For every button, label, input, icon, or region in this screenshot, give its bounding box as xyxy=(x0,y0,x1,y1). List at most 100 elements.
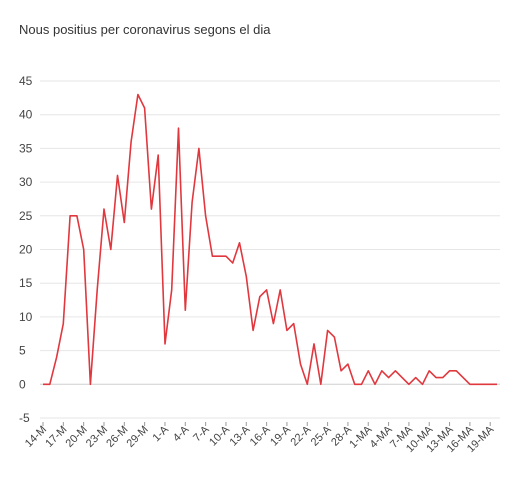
data-point[interactable] xyxy=(359,381,365,387)
data-point[interactable] xyxy=(230,260,236,266)
chart-title: Nous positius per coronavirus segons el … xyxy=(19,22,271,37)
data-point[interactable] xyxy=(487,381,493,387)
data-point[interactable] xyxy=(209,253,215,259)
data-point[interactable] xyxy=(480,381,486,387)
x-tick-label: 22-A xyxy=(288,423,313,448)
data-point[interactable] xyxy=(291,321,297,327)
data-point[interactable] xyxy=(284,327,290,333)
data-point[interactable] xyxy=(87,381,93,387)
data-point[interactable] xyxy=(352,381,358,387)
data-point[interactable] xyxy=(447,368,453,374)
data-point[interactable] xyxy=(155,152,161,158)
x-tick-label: 23-M xyxy=(84,424,110,450)
data-point[interactable] xyxy=(101,206,107,212)
y-tick-label: 40 xyxy=(19,108,33,122)
y-tick-label: 25 xyxy=(19,209,33,223)
data-point[interactable] xyxy=(121,220,127,226)
data-point[interactable] xyxy=(420,381,426,387)
data-point[interactable] xyxy=(386,375,392,381)
data-point[interactable] xyxy=(115,172,121,178)
y-tick-label: 5 xyxy=(19,344,26,358)
data-point[interactable] xyxy=(128,139,134,145)
data-point[interactable] xyxy=(94,287,100,293)
data-point[interactable] xyxy=(433,375,439,381)
data-point[interactable] xyxy=(203,213,209,219)
data-point[interactable] xyxy=(148,206,154,212)
data-point[interactable] xyxy=(392,368,398,374)
data-point[interactable] xyxy=(176,125,182,131)
data-point[interactable] xyxy=(440,375,446,381)
series-line xyxy=(43,93,497,386)
data-point[interactable] xyxy=(399,375,405,381)
x-tick-label: 10-A xyxy=(207,423,232,448)
x-tick-label: 25-A xyxy=(309,423,334,448)
data-point[interactable] xyxy=(257,294,263,300)
data-point[interactable] xyxy=(413,375,419,381)
x-tick-label: 1-A xyxy=(150,423,171,444)
x-axis-ticks: 14-M17-M20-M23-M26-M29-M 1-A 4-A 7-A10-A13-… xyxy=(23,422,497,455)
y-tick-label: 10 xyxy=(19,310,33,324)
data-point[interactable] xyxy=(142,105,148,111)
data-point[interactable] xyxy=(237,240,243,246)
data-point[interactable] xyxy=(474,381,480,387)
data-point[interactable] xyxy=(81,247,87,253)
x-tick-label: 4-A xyxy=(171,423,192,444)
x-tick-label: 16-A xyxy=(248,423,273,448)
y-tick-label: 35 xyxy=(19,141,33,155)
y-tick-label: 0 xyxy=(19,377,26,391)
data-point[interactable] xyxy=(74,213,80,219)
data-point[interactable] xyxy=(277,287,283,293)
data-point[interactable] xyxy=(135,92,141,98)
data-point[interactable] xyxy=(67,213,73,219)
data-point[interactable] xyxy=(331,334,337,340)
data-point[interactable] xyxy=(298,361,304,367)
grid-lines xyxy=(40,80,500,419)
data-point[interactable] xyxy=(182,307,188,313)
data-point[interactable] xyxy=(372,381,378,387)
data-point[interactable] xyxy=(406,381,412,387)
data-point[interactable] xyxy=(379,368,385,374)
data-point[interactable] xyxy=(325,327,331,333)
data-point[interactable] xyxy=(345,361,351,367)
data-point[interactable] xyxy=(453,368,459,374)
data-point[interactable] xyxy=(40,381,46,387)
x-tick-label: 20-M xyxy=(64,424,90,450)
data-point[interactable] xyxy=(223,253,229,259)
y-tick-label: 20 xyxy=(19,243,33,257)
y-axis-ticks: -5 0 5 10 15 20 25 30 35 40 45 xyxy=(19,74,33,425)
data-point[interactable] xyxy=(264,287,270,293)
data-point[interactable] xyxy=(311,341,317,347)
data-point[interactable] xyxy=(250,327,256,333)
data-point[interactable] xyxy=(467,381,473,387)
x-tick-label: 17-M xyxy=(43,424,69,450)
x-tick-label: 29-M xyxy=(125,424,151,450)
x-tick-label: 13-A xyxy=(227,423,252,448)
data-point[interactable] xyxy=(108,247,114,253)
y-tick-label: 45 xyxy=(19,74,33,88)
data-point[interactable] xyxy=(243,274,249,280)
data-point[interactable] xyxy=(54,354,60,360)
series-layer xyxy=(40,92,500,387)
x-tick-label: 19-A xyxy=(268,423,293,448)
data-point[interactable] xyxy=(318,381,324,387)
data-point[interactable] xyxy=(47,381,53,387)
data-point[interactable] xyxy=(216,253,222,259)
y-tick-label: 15 xyxy=(19,276,33,290)
data-point[interactable] xyxy=(426,368,432,374)
y-tick-label: -5 xyxy=(19,411,30,425)
data-point[interactable] xyxy=(365,368,371,374)
data-point[interactable] xyxy=(169,287,175,293)
data-point[interactable] xyxy=(60,321,66,327)
data-point[interactable] xyxy=(189,199,195,205)
data-point[interactable] xyxy=(196,145,202,151)
data-point[interactable] xyxy=(270,321,276,327)
data-point[interactable] xyxy=(338,368,344,374)
data-point[interactable] xyxy=(460,375,466,381)
data-point[interactable] xyxy=(494,381,500,387)
x-tick-label: 14-M xyxy=(23,424,49,450)
data-point[interactable] xyxy=(162,341,168,347)
y-tick-label: 30 xyxy=(19,175,33,189)
x-tick-label: 26-M xyxy=(104,424,130,450)
data-point[interactable] xyxy=(304,381,310,387)
